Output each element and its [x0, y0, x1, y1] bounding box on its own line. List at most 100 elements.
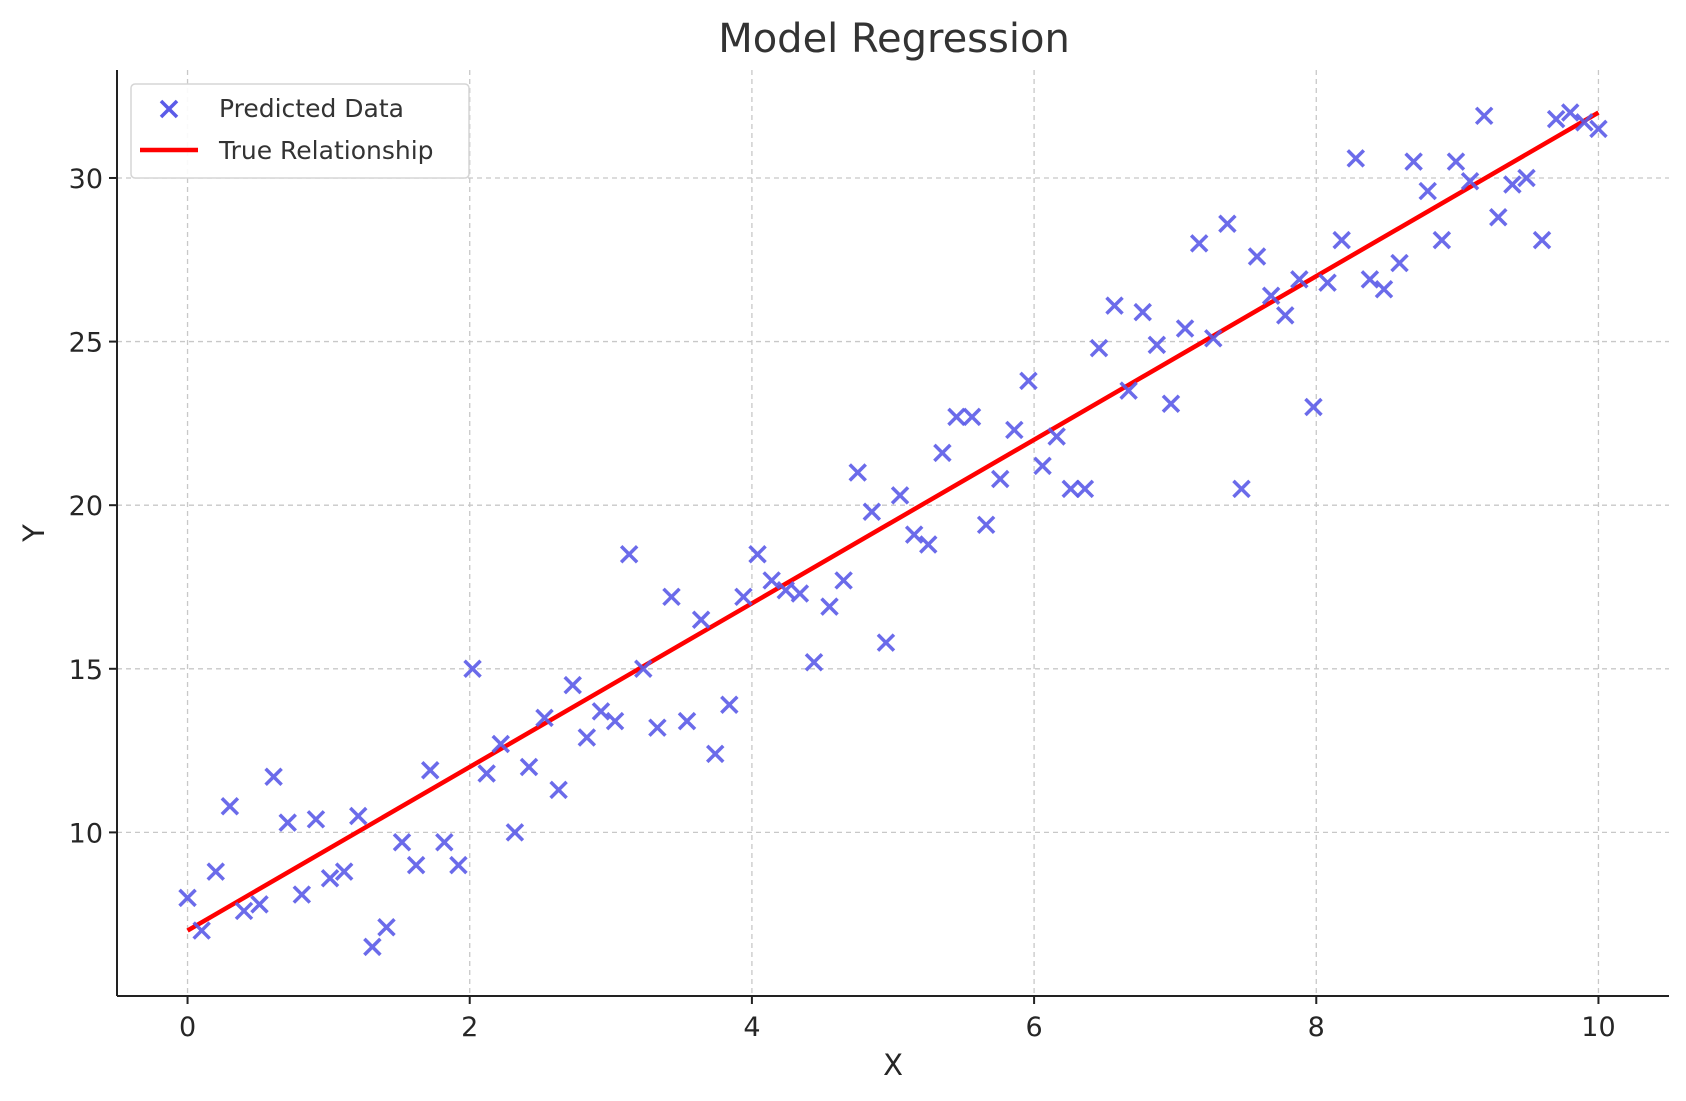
data-point — [477, 764, 496, 783]
true-relationship-line — [186, 110, 1600, 933]
data-point — [1161, 394, 1181, 413]
data-point — [1005, 420, 1024, 440]
data-point — [762, 571, 781, 590]
data-point — [919, 535, 938, 554]
data-point — [449, 855, 468, 875]
data-point — [748, 545, 767, 564]
y-tick-label: 15 — [69, 655, 103, 686]
data-point — [619, 545, 639, 564]
data-point — [234, 901, 254, 921]
data-point — [1474, 106, 1494, 126]
data-point — [834, 571, 853, 590]
data-point — [519, 757, 539, 777]
y-tick-label: 10 — [69, 818, 103, 849]
data-point — [320, 868, 340, 888]
data-point — [1517, 168, 1536, 188]
data-point — [563, 675, 582, 695]
data-point — [1147, 335, 1167, 355]
data-point — [178, 888, 197, 908]
data-point — [535, 708, 554, 728]
data-point — [634, 659, 653, 679]
legend-label-true: True Relationship — [218, 136, 434, 165]
data-point — [1318, 273, 1337, 292]
data-point — [1189, 234, 1209, 253]
legend: Predicted Data True Relationship — [130, 83, 470, 179]
data-point — [1390, 253, 1409, 273]
data-point — [1061, 479, 1081, 499]
data-point — [292, 885, 312, 904]
data-point — [278, 813, 297, 832]
data-point — [1204, 329, 1223, 348]
axes-spines — [116, 70, 1669, 997]
data-point — [1232, 479, 1251, 499]
x-tick-label: 6 — [1025, 1012, 1042, 1043]
data-point — [1119, 381, 1138, 400]
data-point — [1404, 152, 1423, 171]
data-point — [804, 653, 824, 672]
data-point — [220, 796, 240, 816]
data-point — [1105, 296, 1124, 315]
data-point — [720, 695, 739, 715]
data-point — [1175, 319, 1195, 338]
data-point — [406, 855, 426, 875]
data-point — [605, 711, 625, 731]
x-tick-label: 2 — [461, 1012, 478, 1043]
data-point — [876, 633, 896, 652]
data-point — [776, 581, 796, 600]
data-point — [1446, 152, 1466, 171]
y-tick-label: 20 — [69, 491, 103, 522]
x-axis-label: X — [883, 1048, 903, 1082]
y-tick-label: 30 — [69, 164, 103, 195]
data-point — [1532, 230, 1552, 250]
x-ticks: 0 2 4 6 8 10 — [179, 996, 1616, 1043]
data-point — [363, 937, 382, 957]
data-point — [1432, 230, 1452, 250]
data-point — [549, 780, 568, 800]
data-point — [577, 728, 597, 747]
data-point — [790, 584, 810, 603]
data-point — [904, 525, 924, 544]
y-axis-label: Y — [17, 524, 51, 543]
data-point — [820, 597, 839, 616]
data-point — [435, 832, 454, 852]
data-point — [1360, 270, 1380, 289]
data-point — [1560, 103, 1580, 122]
data-point — [420, 760, 440, 780]
data-point — [1304, 397, 1323, 417]
chart-title: Model Regression — [718, 16, 1070, 62]
data-point — [662, 587, 681, 607]
data-point — [705, 744, 725, 764]
data-point — [505, 823, 525, 842]
data-point — [1418, 181, 1437, 201]
legend-label-predicted: Predicted Data — [219, 94, 404, 123]
legend-box — [130, 83, 470, 179]
data-point — [1019, 371, 1038, 391]
data-point — [192, 921, 211, 940]
data-point — [1275, 306, 1295, 325]
data-point — [691, 610, 711, 629]
data-point — [349, 806, 368, 826]
legend-marker-predicted — [159, 99, 179, 119]
data-point — [648, 718, 667, 737]
data-point — [1332, 230, 1351, 250]
data-point — [734, 587, 753, 607]
data-point — [890, 486, 910, 505]
data-point — [1503, 175, 1522, 194]
data-point — [1589, 119, 1608, 139]
data-point — [933, 443, 952, 463]
x-tick-label: 10 — [1581, 1012, 1615, 1043]
predicted-data-points — [178, 103, 1608, 957]
data-point — [1218, 214, 1237, 234]
data-point — [848, 463, 867, 482]
data-point — [306, 810, 326, 829]
data-point — [990, 469, 1010, 489]
data-point — [1546, 109, 1566, 129]
data-point — [591, 702, 611, 721]
data-point — [206, 862, 226, 881]
grid — [117, 70, 1669, 996]
x-tick-label: 8 — [1308, 1012, 1325, 1043]
data-point — [1489, 208, 1508, 227]
data-point — [491, 734, 511, 754]
data-point — [862, 502, 882, 521]
